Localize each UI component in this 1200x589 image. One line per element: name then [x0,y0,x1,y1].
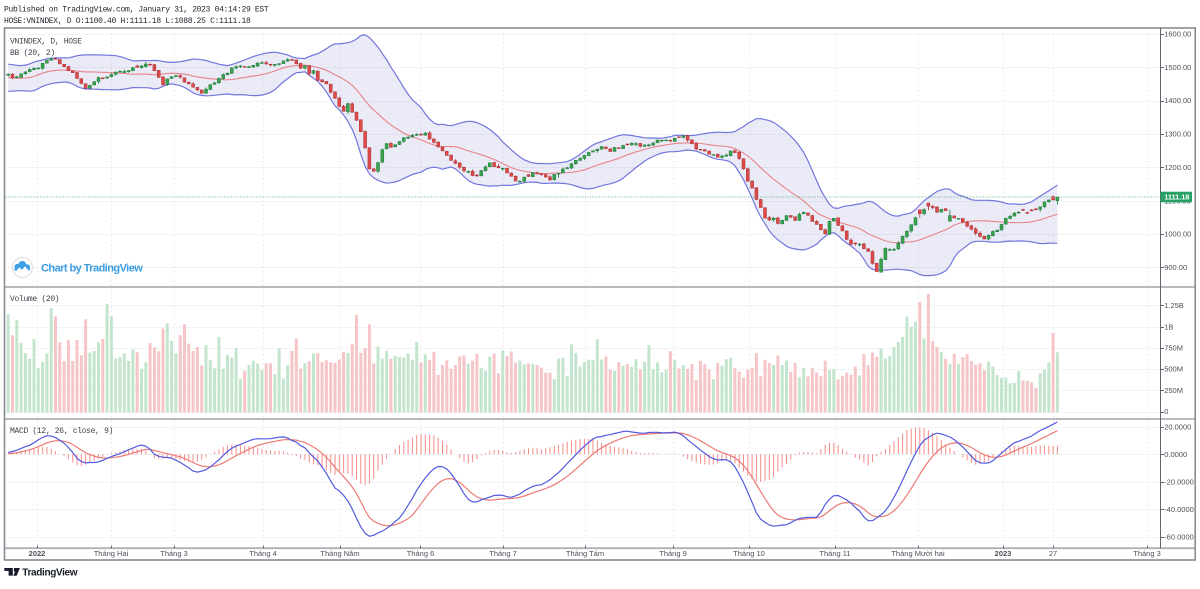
svg-text:250M: 250M [1164,386,1183,395]
svg-text:500M: 500M [1164,365,1183,374]
svg-text:20.0000: 20.0000 [1164,422,1191,431]
svg-text:1.25B: 1.25B [1164,301,1184,310]
svg-text:1200.00: 1200.00 [1164,163,1191,172]
svg-text:1000.00: 1000.00 [1164,230,1191,239]
svg-text:1300.00: 1300.00 [1164,130,1191,139]
svg-text:HOSE:VNINDEX, D O:1100.40 H:11: HOSE:VNINDEX, D O:1100.40 H:1111.18 L:10… [4,17,251,26]
svg-text:750M: 750M [1164,344,1183,353]
svg-text:Tháng Năm: Tháng Năm [320,549,359,558]
svg-text:-60.0000: -60.0000 [1164,533,1194,542]
svg-text:Volume (20): Volume (20) [10,295,59,304]
svg-text:Tháng 7: Tháng 7 [489,549,517,558]
svg-text:1111.18: 1111.18 [1164,193,1189,202]
svg-text:Tháng 10: Tháng 10 [733,549,765,558]
svg-text:VNINDEX, D, HOSE: VNINDEX, D, HOSE [10,38,82,47]
svg-text:Published on TradingView.com,: Published on TradingView.com, January 31… [4,6,269,15]
svg-text:Tháng 3: Tháng 3 [160,549,188,558]
svg-text:BB (20, 2): BB (20, 2) [10,49,55,58]
svg-text:0: 0 [1164,407,1168,416]
svg-text:2022: 2022 [29,549,46,558]
svg-text:900.00: 900.00 [1164,263,1187,272]
svg-text:2023: 2023 [995,549,1012,558]
svg-text:0.0000: 0.0000 [1164,450,1187,459]
svg-text:MACD (12, 26, close, 9): MACD (12, 26, close, 9) [10,427,113,436]
svg-text:1B: 1B [1164,322,1173,331]
svg-text:-40.0000: -40.0000 [1164,505,1194,514]
svg-text:Tháng 4: Tháng 4 [249,549,277,558]
svg-text:Tháng 6: Tháng 6 [407,549,435,558]
svg-text:Tháng Hai: Tháng Hai [94,549,129,558]
svg-text:TradingView: TradingView [22,568,77,579]
svg-text:Tháng 11: Tháng 11 [819,549,850,558]
svg-text:Tháng Mười hai: Tháng Mười hai [891,549,945,558]
svg-text:27: 27 [1049,549,1057,558]
svg-text:Chart by TradingView: Chart by TradingView [41,262,143,274]
svg-text:Tháng 3: Tháng 3 [1133,549,1161,558]
svg-text:-20.0000: -20.0000 [1164,478,1194,487]
svg-text:1400.00: 1400.00 [1164,96,1191,105]
svg-text:Tháng 9: Tháng 9 [659,549,687,558]
svg-text:Tháng Tám: Tháng Tám [566,549,604,558]
svg-text:1500.00: 1500.00 [1164,63,1191,72]
svg-text:1600.00: 1600.00 [1164,30,1191,39]
